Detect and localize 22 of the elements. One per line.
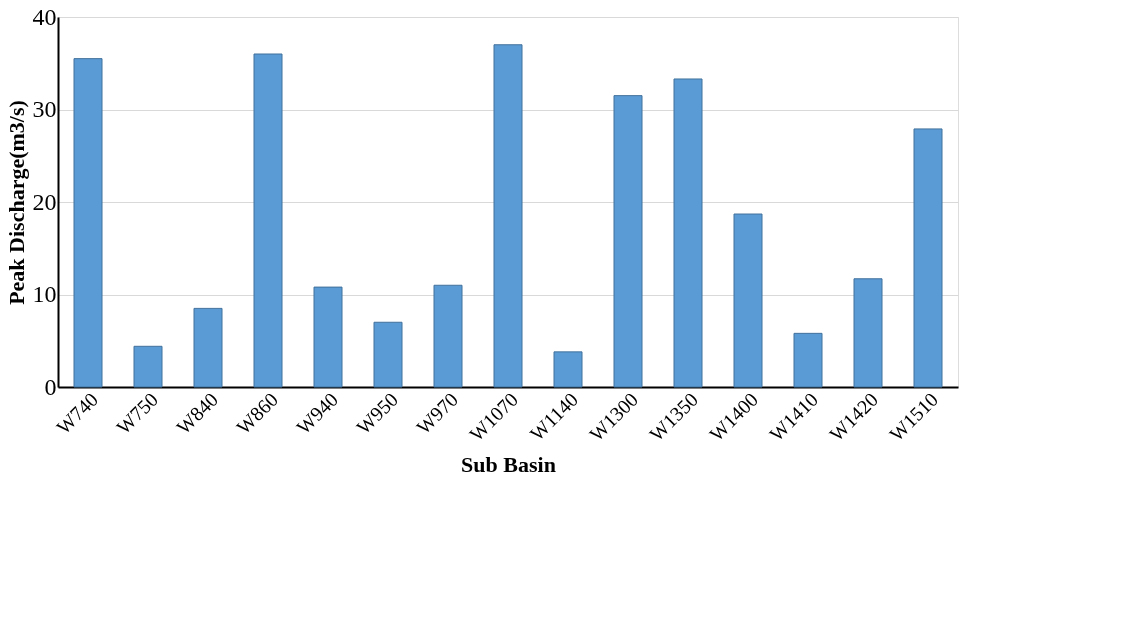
- bar: [133, 345, 163, 388]
- bar: [493, 44, 523, 388]
- bar: [553, 351, 583, 388]
- y-axis-title: Peak Discharge(m3/s): [3, 100, 29, 305]
- bar: [433, 284, 463, 388]
- bar: [253, 53, 283, 388]
- bar: [793, 332, 823, 388]
- bar: [913, 128, 943, 388]
- y-tick-label: 10: [32, 281, 57, 307]
- bar: [673, 78, 703, 388]
- y-tick-label: 30: [32, 96, 57, 122]
- y-tick-label: 0: [44, 373, 57, 400]
- y-tick-label: 40: [32, 3, 57, 30]
- bar: [73, 58, 103, 388]
- bar: [313, 286, 343, 388]
- bar: [613, 95, 643, 388]
- bar: [373, 321, 403, 388]
- x-axis-title: Sub Basin: [461, 452, 556, 478]
- y-tick-label: 20: [32, 188, 57, 215]
- bar: [733, 213, 763, 388]
- bar: [853, 278, 883, 388]
- bar: [193, 307, 223, 388]
